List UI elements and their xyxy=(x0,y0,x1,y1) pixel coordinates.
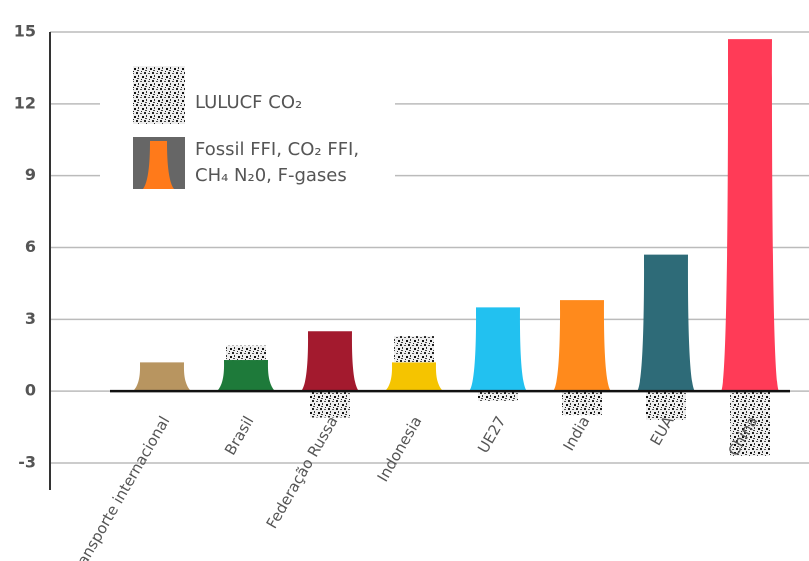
lulucf-bar xyxy=(226,345,266,361)
legend-label: LULUCF CO₂ xyxy=(195,92,303,113)
bar xyxy=(385,362,443,392)
y-tick-label: 15 xyxy=(14,22,36,41)
x-tick-label: Federação Russa xyxy=(263,413,342,532)
y-tick-label: 12 xyxy=(14,93,36,112)
x-tick-label: Brasil xyxy=(221,413,257,458)
y-tick-label: 9 xyxy=(25,165,36,184)
y-tick-label: -3 xyxy=(18,453,36,472)
x-tick-label: Indonesia xyxy=(374,413,426,485)
bar xyxy=(301,331,359,392)
lulucf-bar xyxy=(310,391,350,418)
lulucf-bar xyxy=(394,336,434,363)
bar xyxy=(133,362,191,392)
lulucf-bar xyxy=(646,391,686,420)
lulucf-bar xyxy=(562,391,602,416)
y-tick-label: 3 xyxy=(25,309,36,328)
legend-label: Fossil FFI, CO₂ FFI, CH₄ N₂0, F-gases xyxy=(195,139,360,186)
bar xyxy=(553,300,611,392)
y-tick-label: 0 xyxy=(25,381,36,400)
y-tick-label: 6 xyxy=(25,237,36,256)
bar xyxy=(637,254,695,392)
x-tick-label: Transporte internacional xyxy=(66,413,173,561)
legend-swatch xyxy=(143,141,174,189)
bar xyxy=(721,39,779,392)
legend-swatch xyxy=(133,66,185,124)
x-tick-label: UE27 xyxy=(474,413,509,456)
lulucf-bar xyxy=(478,391,518,401)
bar xyxy=(469,307,527,392)
x-tick-label: India xyxy=(559,413,593,454)
bar xyxy=(217,360,275,392)
lulucf-bar xyxy=(730,391,770,456)
